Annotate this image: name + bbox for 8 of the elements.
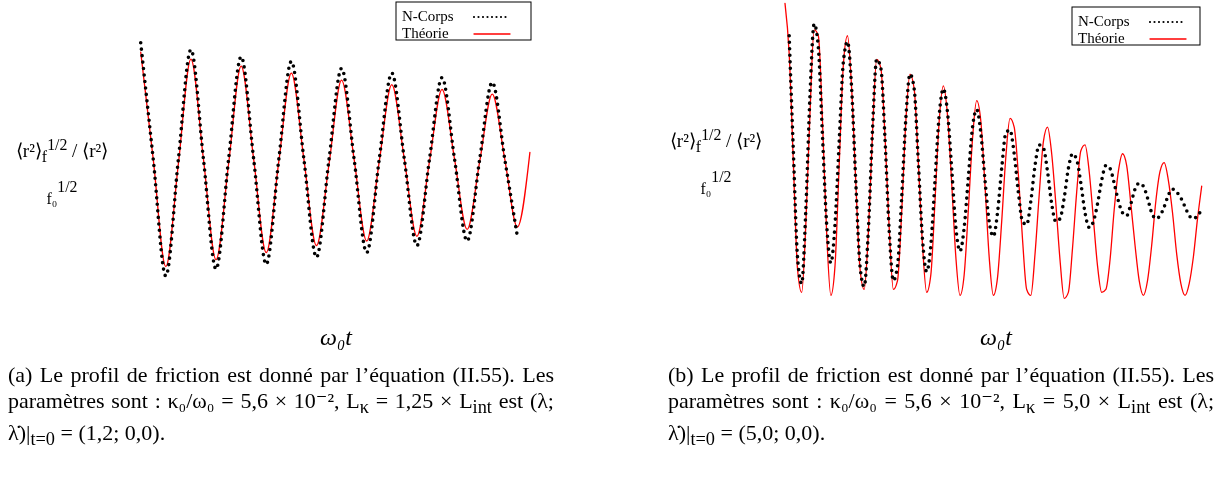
legend-label: N-Corps (402, 8, 454, 24)
x-axis-title: ω₀t (980, 324, 1014, 350)
text: (b) Le profil de friction est donné par l’équation (II.55). Les paramètres sont : κ₀/ω₀ = 5,6 × 10⁻², L$_{κ}$ = 5,0 × L$_{int}$ est (λ; λ̇)|$_{t=0}$ = (5,0; 0,0). (668, 362, 1214, 450)
text: (a) Le profil de friction est donné par l’équation (II.55). Les paramètres sont : κ₀/ω₀ = 5,6 × 10⁻², L$_{κ}$ = 1,25 × L$_{int}$ est (λ; λ̇)|$_{t=0}$ = (1,2; 0,0). (8, 362, 554, 450)
legend-label: Théorie (402, 25, 449, 41)
legend-label: Théorie (1078, 30, 1125, 46)
x-axis-title: ω₀t (320, 324, 354, 350)
legend-label: N-Corps (1078, 13, 1130, 29)
